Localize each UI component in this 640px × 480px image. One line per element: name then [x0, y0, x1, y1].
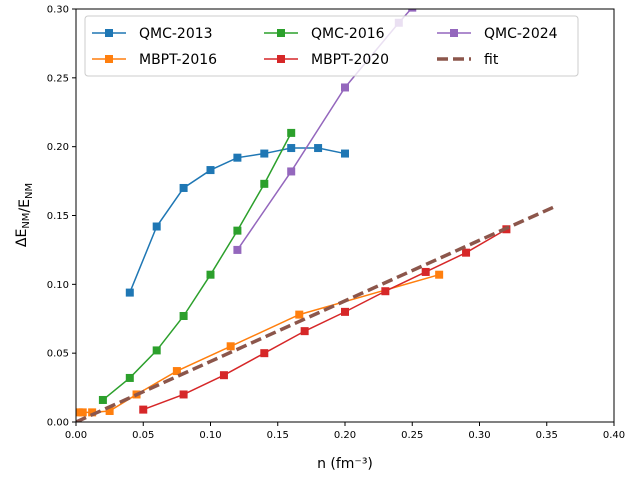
legend-marker [105, 55, 113, 63]
y-axis-label: ΔENM/ENM [14, 183, 35, 247]
series-layer [76, 9, 555, 422]
data-point [287, 167, 296, 176]
legend-label: fit [484, 52, 499, 68]
series-line-qmc-2016 [102, 132, 292, 401]
y-tick-label: 0.05 [47, 349, 69, 360]
y-tick-label: 0.10 [47, 280, 69, 291]
legend-label: MBPT-2020 [311, 52, 389, 68]
data-point [152, 222, 161, 231]
x-tick-label: 0.00 [65, 430, 87, 441]
data-point [179, 311, 188, 320]
legend: QMC-2013 MBPT-2016 QMC-2016 MBPT-2020 QMC-20… [84, 15, 579, 77]
data-point [341, 149, 349, 158]
legend-item-mbpt-2020: MBPT-2020 [264, 52, 389, 68]
data-point [233, 226, 242, 235]
data-point [260, 179, 269, 188]
data-point [300, 327, 309, 336]
data-point [105, 406, 114, 415]
series-fit [76, 205, 555, 422]
data-point [462, 248, 471, 257]
legend-item-qmc-2013: QMC-2013 [92, 26, 213, 42]
series-qmc-2013 [125, 144, 349, 297]
y-tick-label: 0.20 [47, 142, 69, 153]
x-tick-label: 0.35 [536, 430, 558, 441]
data-point [206, 166, 215, 175]
data-point [88, 408, 97, 417]
x-tick-label: 0.20 [334, 430, 356, 441]
legend-marker [450, 29, 458, 37]
data-point [381, 287, 390, 296]
data-point [139, 405, 148, 414]
x-tick-label: 0.40 [603, 430, 625, 441]
data-point [408, 9, 417, 12]
y-tick-label: 0.15 [47, 211, 69, 222]
data-point [152, 346, 161, 355]
data-point [260, 149, 269, 158]
legend-item-qmc-2024: QMC-2024 [437, 26, 558, 42]
legend-item-mbpt-2016: MBPT-2016 [92, 52, 217, 68]
legend-marker [277, 29, 285, 37]
y-axis: 0.00 0.05 0.10 0.15 0.20 0.25 0.30 [47, 5, 76, 429]
data-point [287, 144, 296, 153]
x-tick-label: 0.30 [468, 430, 490, 441]
y-tick-label: 0.30 [47, 5, 69, 16]
x-axis-label: n (fm⁻³) [317, 456, 373, 472]
data-point [233, 245, 242, 254]
legend-marker [105, 29, 113, 37]
x-tick-label: 0.10 [199, 430, 221, 441]
data-point [260, 349, 269, 358]
data-point [179, 183, 188, 192]
data-point [98, 395, 107, 404]
series-line-fit [76, 205, 555, 422]
data-point [125, 288, 134, 297]
x-tick-label: 0.05 [132, 430, 154, 441]
legend-marker [277, 55, 285, 63]
data-point [435, 270, 444, 279]
legend-label: QMC-2024 [484, 26, 558, 42]
legend-label: MBPT-2016 [139, 52, 217, 68]
data-point [179, 390, 188, 399]
data-point [233, 153, 242, 162]
series-line-mbpt-2020 [142, 228, 507, 411]
data-point [226, 342, 235, 351]
data-point [314, 144, 323, 153]
x-axis: 0.00 0.05 0.10 0.15 0.20 0.25 0.30 0.35 0.40 [65, 422, 625, 441]
x-tick-label: 0.25 [401, 430, 423, 441]
y-tick-label: 0.25 [47, 73, 69, 84]
legend-label: QMC-2016 [311, 26, 385, 42]
data-point [78, 408, 87, 417]
data-point [287, 128, 296, 137]
legend-item-fit: fit [437, 52, 499, 68]
data-point [206, 270, 215, 279]
x-tick-label: 0.15 [267, 430, 289, 441]
data-point [341, 307, 349, 316]
data-point [341, 83, 349, 92]
data-point [125, 373, 134, 382]
series-qmc-2016 [98, 128, 296, 404]
data-point [295, 310, 304, 319]
data-point [219, 371, 228, 380]
legend-label: QMC-2013 [139, 26, 213, 42]
data-point [172, 367, 181, 376]
legend-item-qmc-2016: QMC-2016 [264, 26, 385, 42]
y-tick-label: 0.00 [47, 418, 69, 429]
data-point [421, 267, 430, 276]
